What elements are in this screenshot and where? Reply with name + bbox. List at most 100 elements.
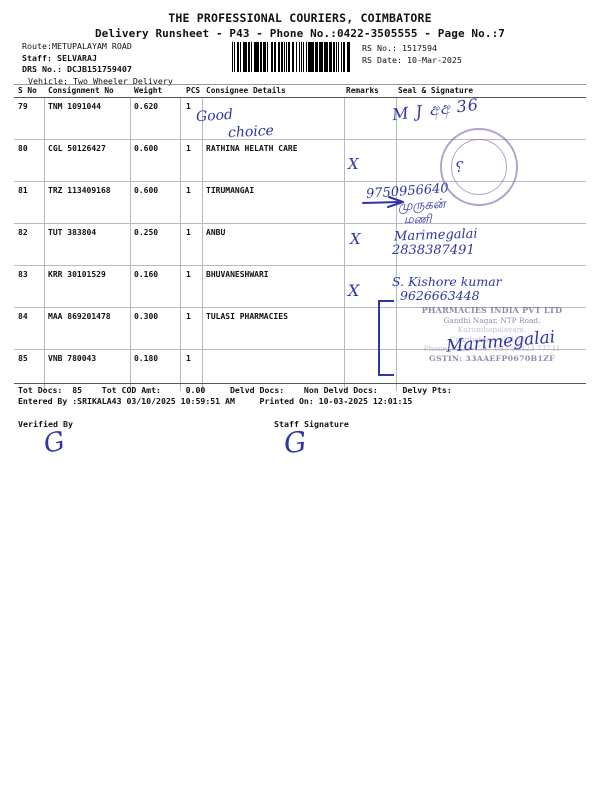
column-divider	[130, 140, 131, 181]
cell-consignee: TIRUMANGAI	[206, 186, 255, 195]
vehicle-line: Vehicle: Two Wheeler Delivery	[22, 76, 173, 88]
table-row: 80 CGL 50126427 0.600 1 RATHINA HELATH CARE	[14, 140, 586, 182]
column-divider	[396, 350, 397, 391]
column-divider	[180, 140, 181, 181]
column-header-consignee: Consignee Details	[206, 86, 286, 95]
cell-sno: 85	[18, 354, 28, 363]
column-divider	[396, 308, 397, 349]
table-row: 84 MAA 869201478 0.300 1 TULASI PHARMACIES	[14, 308, 586, 350]
table-row: 85 VNB 780043 0.180 1	[14, 350, 586, 391]
verified-by-signature-mark: G	[41, 426, 68, 460]
cell-pcs: 1	[186, 102, 191, 111]
cell-sno: 80	[18, 144, 28, 153]
cell-weight: 0.160	[134, 270, 159, 279]
cell-pcs: 1	[186, 144, 191, 153]
drs-line: DRS No.: DCJB151759407	[22, 64, 173, 76]
staff-signature-mark: G	[282, 424, 309, 461]
staff-signature-label: Staff Signature	[274, 419, 349, 429]
cell-consignment: TRZ 113409168	[48, 186, 111, 195]
cell-consignment: CGL 50126427	[48, 144, 106, 153]
column-divider	[130, 308, 131, 349]
column-divider	[202, 224, 203, 265]
column-divider	[202, 266, 203, 307]
shipment-meta-right: RS No.: 1517594 RS Date: 10-Mar-2025	[362, 42, 462, 66]
table-bottom-rule	[14, 383, 586, 384]
cell-sno: 84	[18, 312, 28, 321]
table-row: 79 TNM 1091044 0.620 1	[14, 98, 586, 140]
cell-sno: 82	[18, 228, 28, 237]
column-divider	[396, 140, 397, 181]
staff-line: Staff: SELVARAJ	[22, 53, 173, 65]
column-divider	[130, 182, 131, 223]
column-divider	[344, 350, 345, 391]
column-divider	[180, 266, 181, 307]
cell-sno: 79	[18, 102, 28, 111]
cell-weight: 0.180	[134, 354, 159, 363]
route-line: Route:METUPALAYAM ROAD	[22, 41, 173, 53]
runsheet-barcode	[232, 42, 350, 72]
column-divider	[202, 182, 203, 223]
column-header-sno: S No	[18, 86, 37, 95]
table-header-row: S No Consignment No Weight PCS Consignee…	[14, 84, 586, 98]
column-divider	[396, 98, 397, 139]
vehicle-label: Vehicle:	[28, 75, 68, 86]
cell-pcs: 1	[186, 186, 191, 195]
cell-consignee: RATHINA HELATH CARE	[206, 144, 298, 153]
column-divider	[130, 266, 131, 307]
column-divider	[202, 98, 203, 139]
cell-weight: 0.250	[134, 228, 159, 237]
column-divider	[180, 224, 181, 265]
cell-weight: 0.300	[134, 312, 159, 321]
column-divider	[344, 308, 345, 349]
column-header-seal: Seal & Signature	[398, 86, 474, 95]
shipment-meta-left: Route:METUPALAYAM ROAD Staff: SELVARAJ D…	[22, 41, 173, 87]
table-row: 82 TUT 383804 0.250 1 ANBU	[14, 224, 586, 266]
column-divider	[44, 308, 45, 349]
rs-date-value: 10-Mar-2025	[406, 55, 462, 65]
column-divider	[44, 98, 45, 139]
column-divider	[344, 266, 345, 307]
rs-no-value: 1517594	[401, 43, 437, 53]
document-subtitle: Delivery Runsheet - P43 - Phone No.:0422…	[94, 27, 506, 40]
table-row: 81 TRZ 113409168 0.600 1 TIRUMANGAI	[14, 182, 586, 224]
column-divider	[180, 98, 181, 139]
column-divider	[396, 266, 397, 307]
route-value: METUPALAYAM ROAD	[51, 41, 132, 51]
cell-pcs: 1	[186, 312, 191, 321]
column-divider	[44, 350, 45, 391]
cell-consignee: ANBU	[206, 228, 226, 237]
cell-weight: 0.600	[134, 186, 159, 195]
column-divider	[130, 350, 131, 391]
cell-consignment: TUT 383804	[48, 228, 97, 237]
drs-label: DRS No.:	[22, 64, 62, 75]
verified-by-label: Verified By	[18, 419, 73, 429]
column-divider	[180, 350, 181, 391]
cell-weight: 0.620	[134, 102, 159, 111]
column-divider	[180, 308, 181, 349]
column-header-weight: Weight	[134, 86, 163, 95]
rs-no-label: RS No.:	[362, 43, 397, 53]
entered-printed-line: Entered By :SRIKALA43 03/10/2025 10:59:5…	[18, 396, 413, 406]
column-divider	[44, 224, 45, 265]
column-divider	[202, 140, 203, 181]
rs-no-line: RS No.: 1517594	[362, 42, 462, 54]
table-row: 83 KRR 30101529 0.160 1 BHUVANESHWARI	[14, 266, 586, 308]
column-divider	[344, 140, 345, 181]
rs-date-line: RS Date: 10-Mar-2025	[362, 54, 462, 66]
column-divider	[44, 182, 45, 223]
cell-consignment: VNB 780043	[48, 354, 97, 363]
cell-pcs: 1	[186, 228, 191, 237]
cell-consignee: BHUVANESHWARI	[206, 270, 269, 279]
consignment-table: S No Consignment No Weight PCS Consignee…	[14, 84, 586, 391]
cell-sno: 81	[18, 186, 28, 195]
column-divider	[344, 224, 345, 265]
column-divider	[44, 266, 45, 307]
cell-weight: 0.600	[134, 144, 159, 153]
column-divider	[344, 98, 345, 139]
column-divider	[344, 182, 345, 223]
totals-line: Tot Docs: 85 Tot COD Amt: 0.00 Delvd Doc…	[18, 385, 452, 395]
cell-consignment: TNM 1091044	[48, 102, 101, 111]
cell-sno: 83	[18, 270, 28, 279]
vehicle-value: Two Wheeler Delivery	[72, 75, 173, 86]
